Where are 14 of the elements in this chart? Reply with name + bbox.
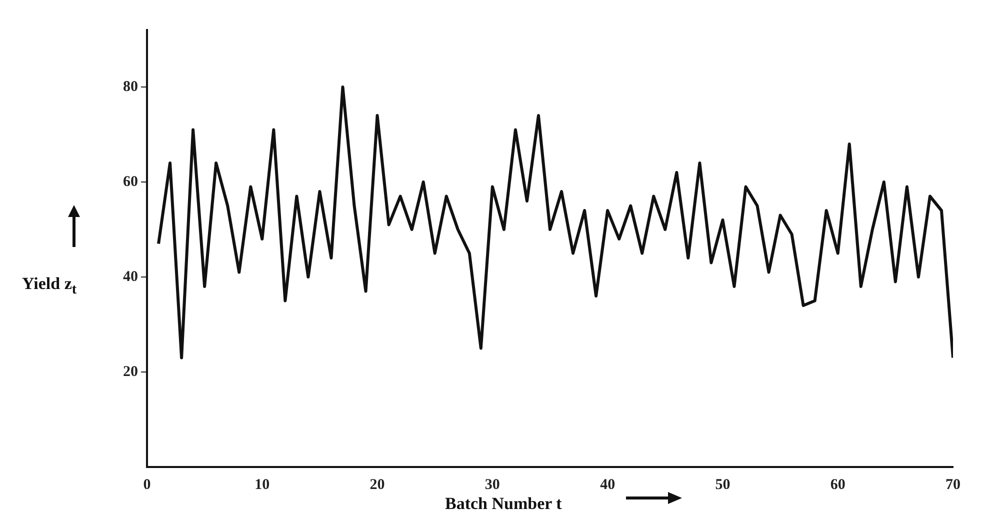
x-tick-label: 10 (254, 476, 270, 493)
x-axis-title: Batch Number t (445, 494, 562, 514)
x-tick-label: 70 (946, 476, 960, 493)
x-tick-label: 30 (484, 476, 500, 493)
x-tick-label: 40 (600, 476, 616, 493)
y-tick-label: 20 (123, 364, 138, 380)
y-tick-label: 80 (123, 78, 138, 95)
x-tick-label: 60 (830, 476, 846, 493)
y-tick-label: 60 (123, 174, 138, 190)
y-axis-title: Yield z$_{t}$ (22, 274, 77, 298)
x-tick-label: 0 (143, 476, 151, 493)
x-tick-label: 20 (370, 476, 385, 493)
x-tick-label: 50 (715, 476, 730, 493)
y-tick-label: 40 (123, 268, 138, 285)
